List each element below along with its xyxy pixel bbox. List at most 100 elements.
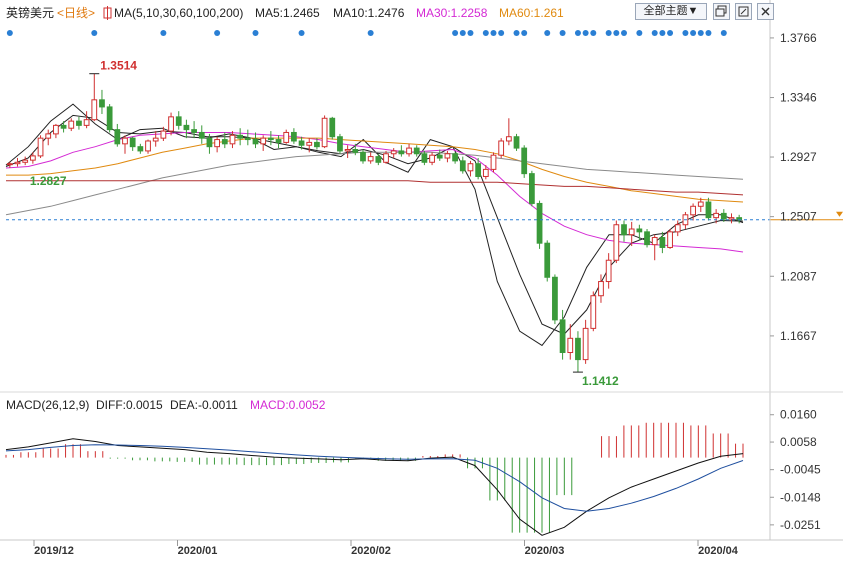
candle <box>60 121 67 133</box>
high-price-label: 1.3514 <box>100 59 137 73</box>
event-dot <box>467 30 474 36</box>
price-tick-label: 1.3766 <box>780 31 817 45</box>
price-tick-label: 1.2507 <box>780 210 817 224</box>
candle <box>544 240 551 282</box>
event-dot <box>91 30 98 36</box>
candle <box>160 126 167 141</box>
start-price-label: 1.2827 <box>30 174 67 188</box>
candle <box>99 89 105 115</box>
candle-body <box>298 140 305 146</box>
candle-body <box>644 231 650 246</box>
event-dot <box>667 30 674 36</box>
event-dot <box>720 30 727 36</box>
price-tick-label: 1.2087 <box>780 269 817 283</box>
candle-body <box>475 163 482 177</box>
candle <box>552 274 558 325</box>
close-icon[interactable] <box>757 3 774 20</box>
candle-body <box>337 136 343 152</box>
candle-body <box>720 212 727 220</box>
candle <box>283 129 290 144</box>
candle-body <box>659 237 666 248</box>
candle-body <box>567 337 574 354</box>
ma-line-ma5 <box>5 103 744 347</box>
macd-dea-value: DEA:-0.0011 <box>170 398 238 412</box>
candle-body <box>260 137 267 145</box>
candle <box>367 152 374 164</box>
candle <box>375 153 382 166</box>
candle-body <box>552 276 558 321</box>
event-dot <box>498 30 505 36</box>
candle-body <box>252 139 259 145</box>
candle <box>429 152 435 166</box>
candle-body <box>621 224 627 236</box>
candle <box>713 209 720 224</box>
event-dot <box>160 30 167 36</box>
candle <box>659 231 666 254</box>
candle-body <box>221 139 228 145</box>
candle <box>206 133 213 154</box>
restore-window-icon[interactable] <box>713 3 730 20</box>
candle-body <box>244 137 251 141</box>
candle-body <box>114 129 121 145</box>
candle-body <box>713 212 720 219</box>
event-dot <box>6 30 13 36</box>
candle-body <box>667 231 673 248</box>
candle <box>590 291 597 332</box>
candle <box>22 156 29 166</box>
macd-tick-label: -0.0251 <box>780 518 821 532</box>
price-tick-label: 1.2927 <box>780 150 817 164</box>
candle <box>175 111 182 130</box>
event-dot <box>574 30 581 36</box>
candle <box>636 224 643 241</box>
candle-body <box>459 160 466 172</box>
candle <box>29 152 36 164</box>
candle <box>191 121 197 139</box>
candle <box>45 129 52 146</box>
ma10-value: MA10:1.2476 <box>333 6 405 20</box>
candle-body <box>168 116 174 132</box>
candle <box>490 152 497 173</box>
candle <box>329 116 336 140</box>
candle <box>291 128 297 144</box>
candle-body <box>206 137 213 148</box>
event-dot <box>697 30 704 36</box>
candle-body <box>413 147 420 155</box>
candle-body <box>421 153 428 163</box>
candle-body <box>375 156 382 163</box>
candle-body <box>321 117 328 148</box>
current-price-arrow-icon <box>836 211 843 217</box>
candle-body <box>690 205 696 216</box>
candle-body <box>76 120 82 126</box>
candle <box>383 150 389 164</box>
event-dot <box>559 30 566 36</box>
candle-body <box>37 137 44 157</box>
candle <box>413 145 420 157</box>
candle <box>406 143 412 157</box>
macd-value: MACD:0.0052 <box>250 398 326 412</box>
candle <box>244 129 251 146</box>
event-dot <box>482 30 489 36</box>
ma-line-ma100 <box>5 151 744 216</box>
candle <box>168 112 174 136</box>
candle <box>690 203 696 221</box>
price-tick-label: 1.1667 <box>780 329 817 343</box>
minimize-window-icon[interactable] <box>735 3 752 20</box>
theme-select-button[interactable]: 全部主题▼ <box>635 3 707 20</box>
event-dot <box>613 30 620 36</box>
period-selector[interactable]: <日线> <box>57 6 96 20</box>
candle <box>14 158 21 167</box>
ma-indicator-icon <box>102 4 113 22</box>
candle <box>68 118 75 132</box>
candle <box>421 150 428 166</box>
macd-diff-value: DIFF:0.0015 <box>96 398 163 412</box>
candle <box>229 131 236 149</box>
candle-body <box>45 133 52 139</box>
candle <box>536 200 543 249</box>
candle <box>521 145 528 178</box>
candle-body <box>122 137 128 145</box>
candle <box>83 111 90 129</box>
candle-body <box>91 99 98 121</box>
candle <box>651 234 658 261</box>
candle-body <box>129 137 136 148</box>
